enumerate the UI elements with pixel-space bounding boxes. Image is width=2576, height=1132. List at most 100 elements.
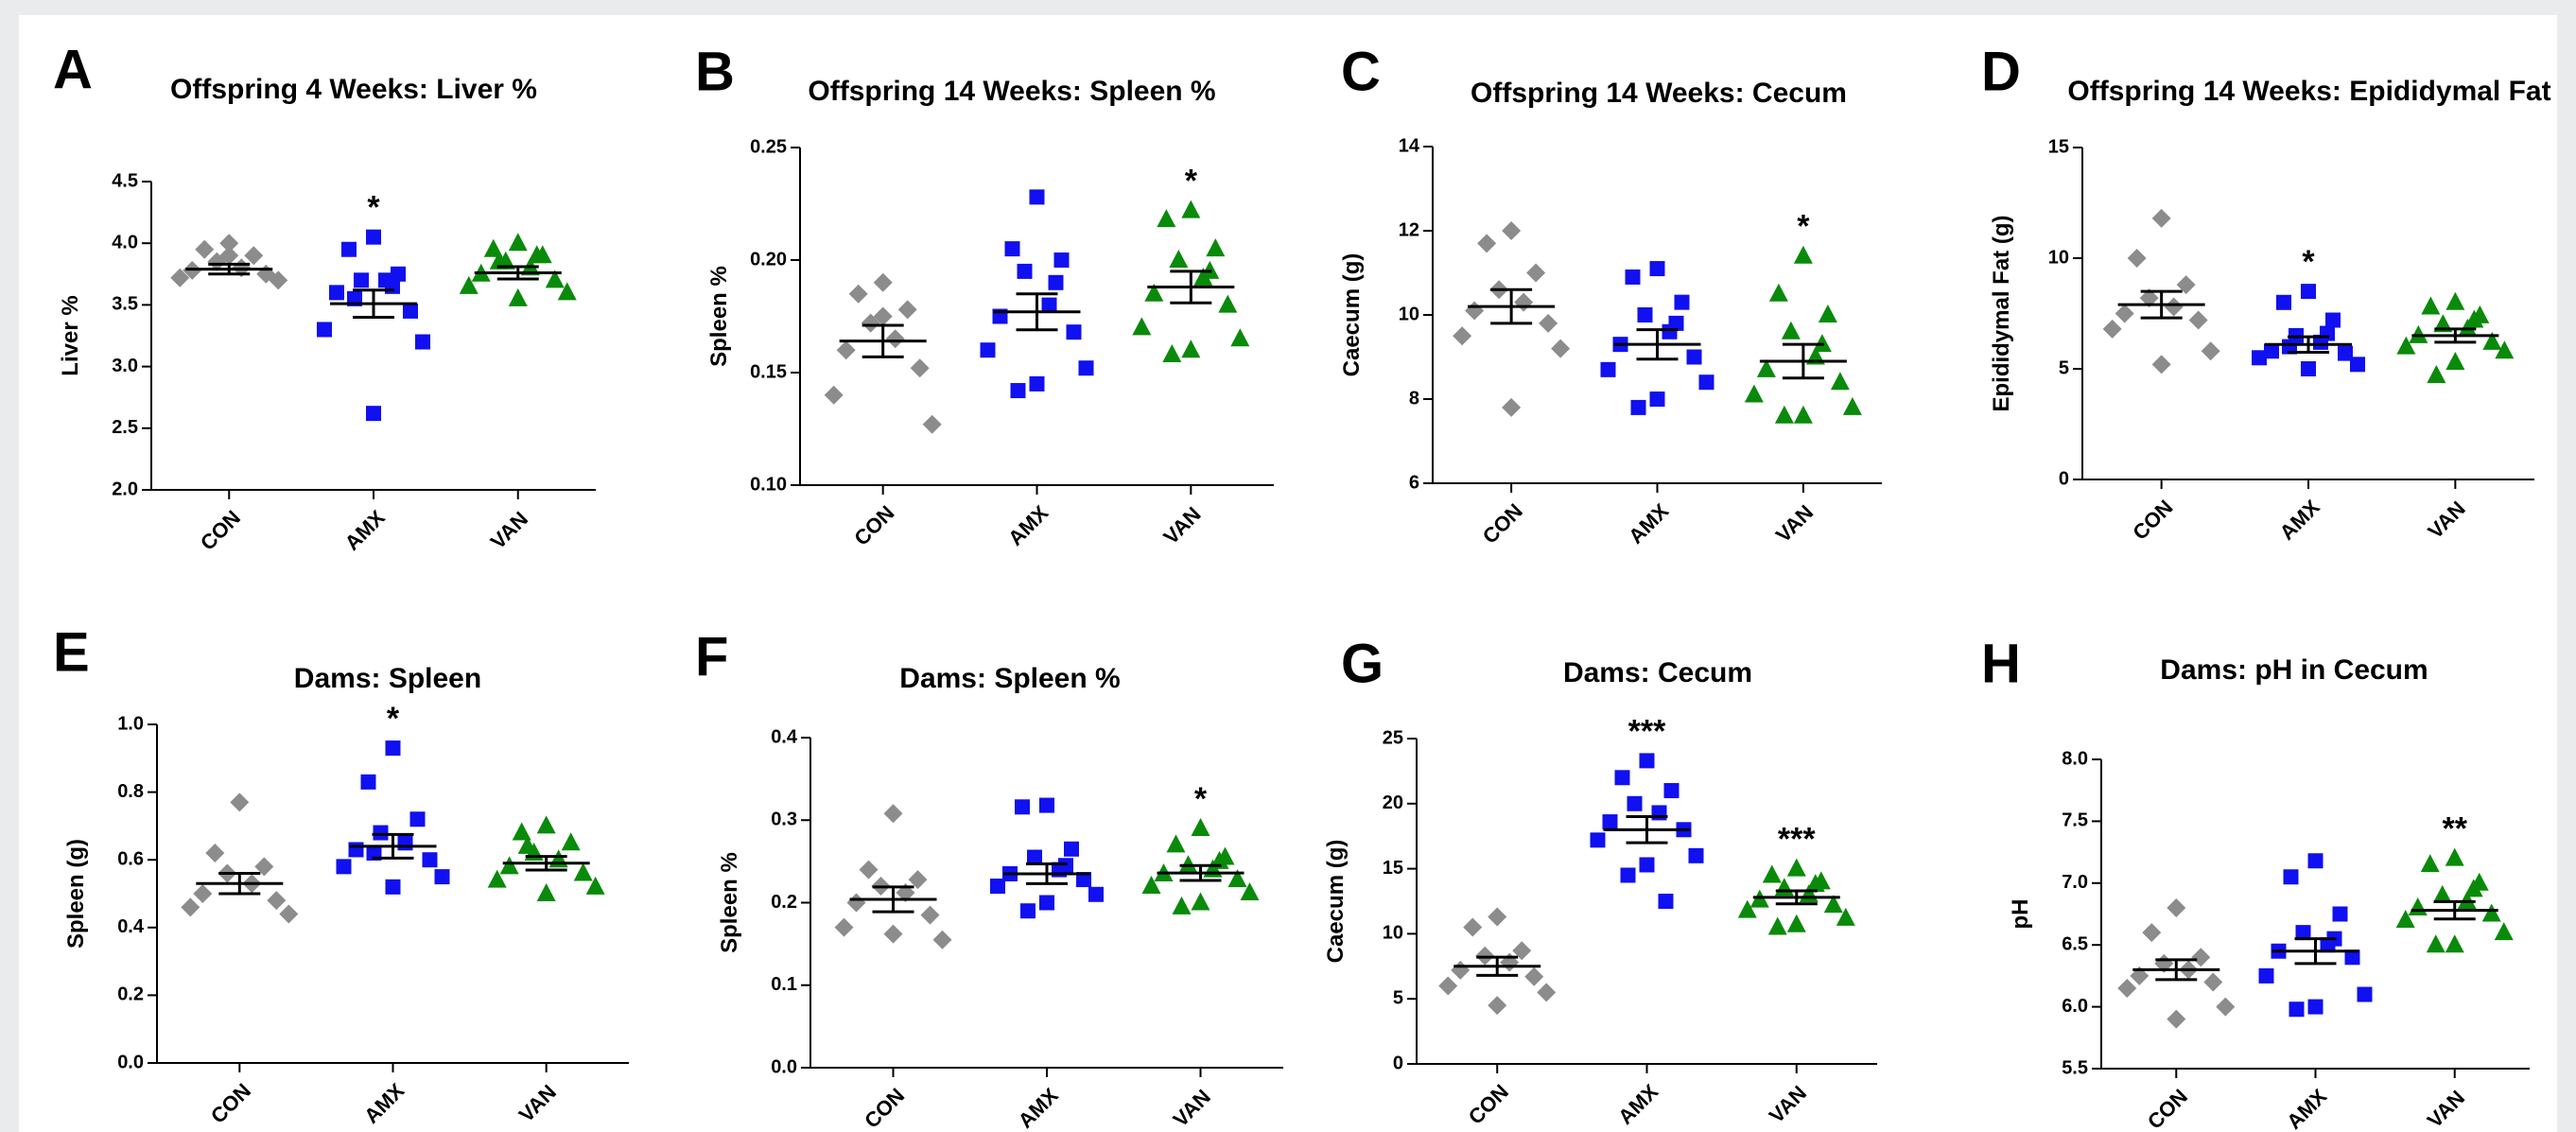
- data-point: [1488, 907, 1507, 927]
- data-point: [181, 897, 200, 917]
- data-point: [1206, 238, 1226, 257]
- y-tick-label: 10: [1399, 304, 1419, 324]
- data-point: [1088, 886, 1104, 902]
- series-amx: *: [2252, 244, 2365, 376]
- data-point: [2176, 275, 2196, 295]
- data-point: [561, 832, 581, 851]
- data-point: [1836, 907, 1855, 926]
- x-tick-label-con: CON: [860, 1084, 909, 1132]
- data-point: [920, 905, 940, 925]
- data-point: [1041, 297, 1057, 313]
- data-point: [573, 862, 593, 881]
- data-point: [2167, 1009, 2186, 1029]
- data-point: [1627, 795, 1643, 811]
- data-point: [1157, 209, 1176, 228]
- data-point: [1674, 294, 1690, 310]
- data-point: [244, 246, 264, 266]
- x-tick-label-con: CON: [2128, 496, 2177, 545]
- significance-marker: *: [387, 701, 400, 737]
- data-point: [1786, 858, 1806, 877]
- data-point: [1524, 967, 1544, 986]
- data-point: [1649, 261, 1665, 277]
- data-point: [2445, 291, 2465, 310]
- data-point: [1686, 349, 1702, 365]
- data-point: [1744, 384, 1764, 403]
- data-point: [409, 811, 426, 827]
- data-point: [873, 272, 893, 292]
- significance-marker: ***: [1778, 822, 1816, 858]
- data-point: [2325, 312, 2341, 328]
- data-point: [527, 245, 547, 264]
- y-tick-label: 8.0: [2062, 748, 2088, 769]
- data-point: [499, 856, 519, 875]
- data-point: [910, 358, 930, 378]
- data-point: [1048, 274, 1064, 290]
- data-point: [348, 842, 364, 858]
- data-point: [824, 385, 844, 405]
- data-point: [1191, 817, 1210, 836]
- data-point: [2117, 978, 2137, 998]
- data-point: [2258, 967, 2274, 984]
- data-point: [2295, 925, 2311, 941]
- data-point: [2301, 361, 2316, 376]
- data-point: [1614, 770, 1630, 786]
- data-point: [2264, 343, 2279, 359]
- data-point: [1078, 360, 1094, 376]
- data-point: [1818, 305, 1837, 322]
- panel-a: A Offspring 4 Weeks: Liver % 2.0 2.5 3.0 3.5 4…: [53, 39, 596, 555]
- data-point: [2216, 997, 2236, 1017]
- y-tick-label: 3.0: [112, 356, 138, 376]
- panel-g: G Dams: Cecum 0 5 10 15 20 25 Caecum (g) CON AMX VA…: [1323, 633, 1877, 1129]
- y-tick-label: 0: [1393, 1053, 1403, 1073]
- data-point: [1058, 858, 1073, 874]
- y-tick-label: 20: [1383, 792, 1403, 813]
- data-point: [1039, 895, 1054, 911]
- y-tick-label: 0.4: [117, 916, 145, 937]
- data-point: [2307, 853, 2324, 869]
- panel-letter: D: [1981, 41, 2021, 102]
- data-point: [1762, 864, 1782, 883]
- data-point: [1465, 301, 1485, 321]
- data-point: [2102, 319, 2122, 339]
- data-point: [2276, 294, 2291, 310]
- data-point: [1004, 241, 1020, 257]
- data-point: [2127, 249, 2147, 268]
- y-tick-label: 0.1: [771, 974, 797, 995]
- data-point: [2482, 331, 2502, 350]
- significance-marker: *: [2302, 244, 2315, 280]
- panel-letter: G: [1341, 633, 1384, 694]
- series-van: [2396, 291, 2515, 384]
- x-tick-label-amx: AMX: [2275, 495, 2324, 544]
- data-point: [1162, 343, 1182, 362]
- data-point: [536, 883, 556, 901]
- data-point: [219, 246, 239, 266]
- x-tick-label-van: VAN: [1169, 1085, 1215, 1131]
- y-tick-label: 5: [1393, 987, 1403, 1008]
- data-point: [1768, 283, 1788, 302]
- data-point: [487, 869, 507, 888]
- panel-c: C Offspring 14 Weeks: Cecum 6 8 10 12 14 Caecum…: [1339, 41, 1882, 549]
- series-con: [1453, 221, 1571, 417]
- x-tick-label-amx: AMX: [1624, 498, 1673, 548]
- data-point: [1781, 321, 1801, 340]
- data-point: [1181, 200, 1201, 218]
- significance-marker: *: [367, 190, 380, 226]
- data-point: [922, 414, 942, 434]
- panel-title: Dams: Spleen %: [899, 663, 1120, 694]
- data-point: [932, 930, 952, 949]
- data-point: [545, 270, 565, 288]
- x-tick-label-van: VAN: [2423, 1086, 2469, 1132]
- data-point: [1017, 263, 1033, 279]
- data-point: [279, 904, 299, 924]
- data-point: [1668, 315, 1684, 331]
- x-tick-label-con: CON: [196, 506, 245, 555]
- panel-title: Dams: Cecum: [1563, 657, 1752, 688]
- data-point: [1010, 383, 1026, 399]
- data-point: [1488, 996, 1507, 1016]
- data-point: [2432, 884, 2452, 903]
- data-point: [2338, 345, 2353, 361]
- data-point: [2139, 288, 2159, 308]
- y-tick-label: 12: [1399, 219, 1419, 240]
- y-tick-label: 6.5: [2062, 933, 2088, 954]
- data-point: [2203, 972, 2223, 992]
